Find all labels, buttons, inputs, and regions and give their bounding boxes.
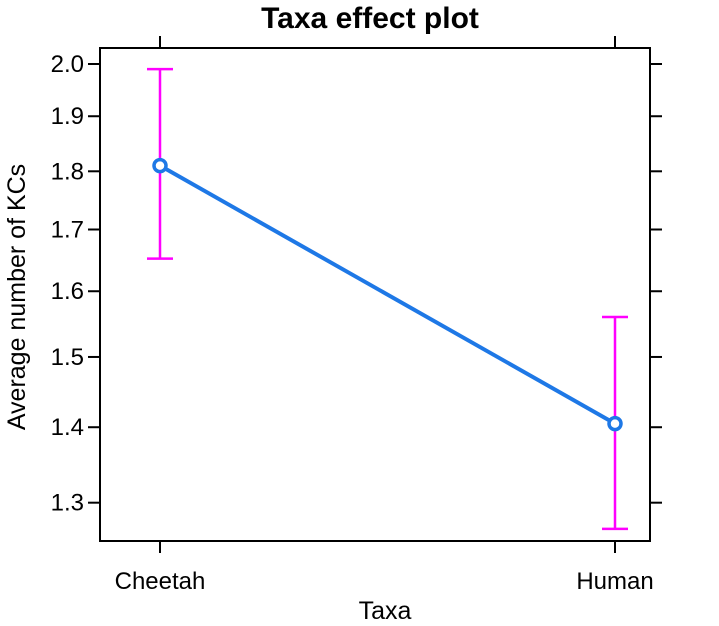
y-tick-label: 1.6 bbox=[51, 278, 84, 305]
y-tick-label: 1.3 bbox=[51, 490, 84, 517]
error-bars bbox=[147, 67, 628, 531]
y-tick-label: 1.7 bbox=[51, 217, 84, 244]
plot-frame bbox=[99, 47, 651, 542]
y-tick-label: 2.0 bbox=[51, 51, 84, 78]
y-axis-label: Average number of KCs bbox=[3, 164, 31, 430]
y-tick-label: 1.5 bbox=[51, 344, 84, 371]
y-tick-label: 1.8 bbox=[51, 158, 84, 185]
x-tick-label: Cheetah bbox=[115, 568, 206, 595]
data-point bbox=[607, 415, 623, 432]
series-line bbox=[159, 163, 616, 426]
y-tick-label: 1.9 bbox=[51, 103, 84, 130]
data-point bbox=[152, 157, 168, 174]
x-axis-label: Taxa bbox=[359, 597, 412, 625]
y-axis: 1.3 1.4 1.5 1.6 1.7 1.8 1.9 2.0 bbox=[51, 51, 662, 517]
series-layer bbox=[152, 157, 623, 432]
x-axis: Cheetah Human bbox=[115, 36, 654, 595]
y-tick-label: 1.4 bbox=[51, 414, 84, 441]
x-tick-label: Human bbox=[576, 568, 653, 595]
chart-title: Taxa effect plot bbox=[261, 2, 479, 35]
